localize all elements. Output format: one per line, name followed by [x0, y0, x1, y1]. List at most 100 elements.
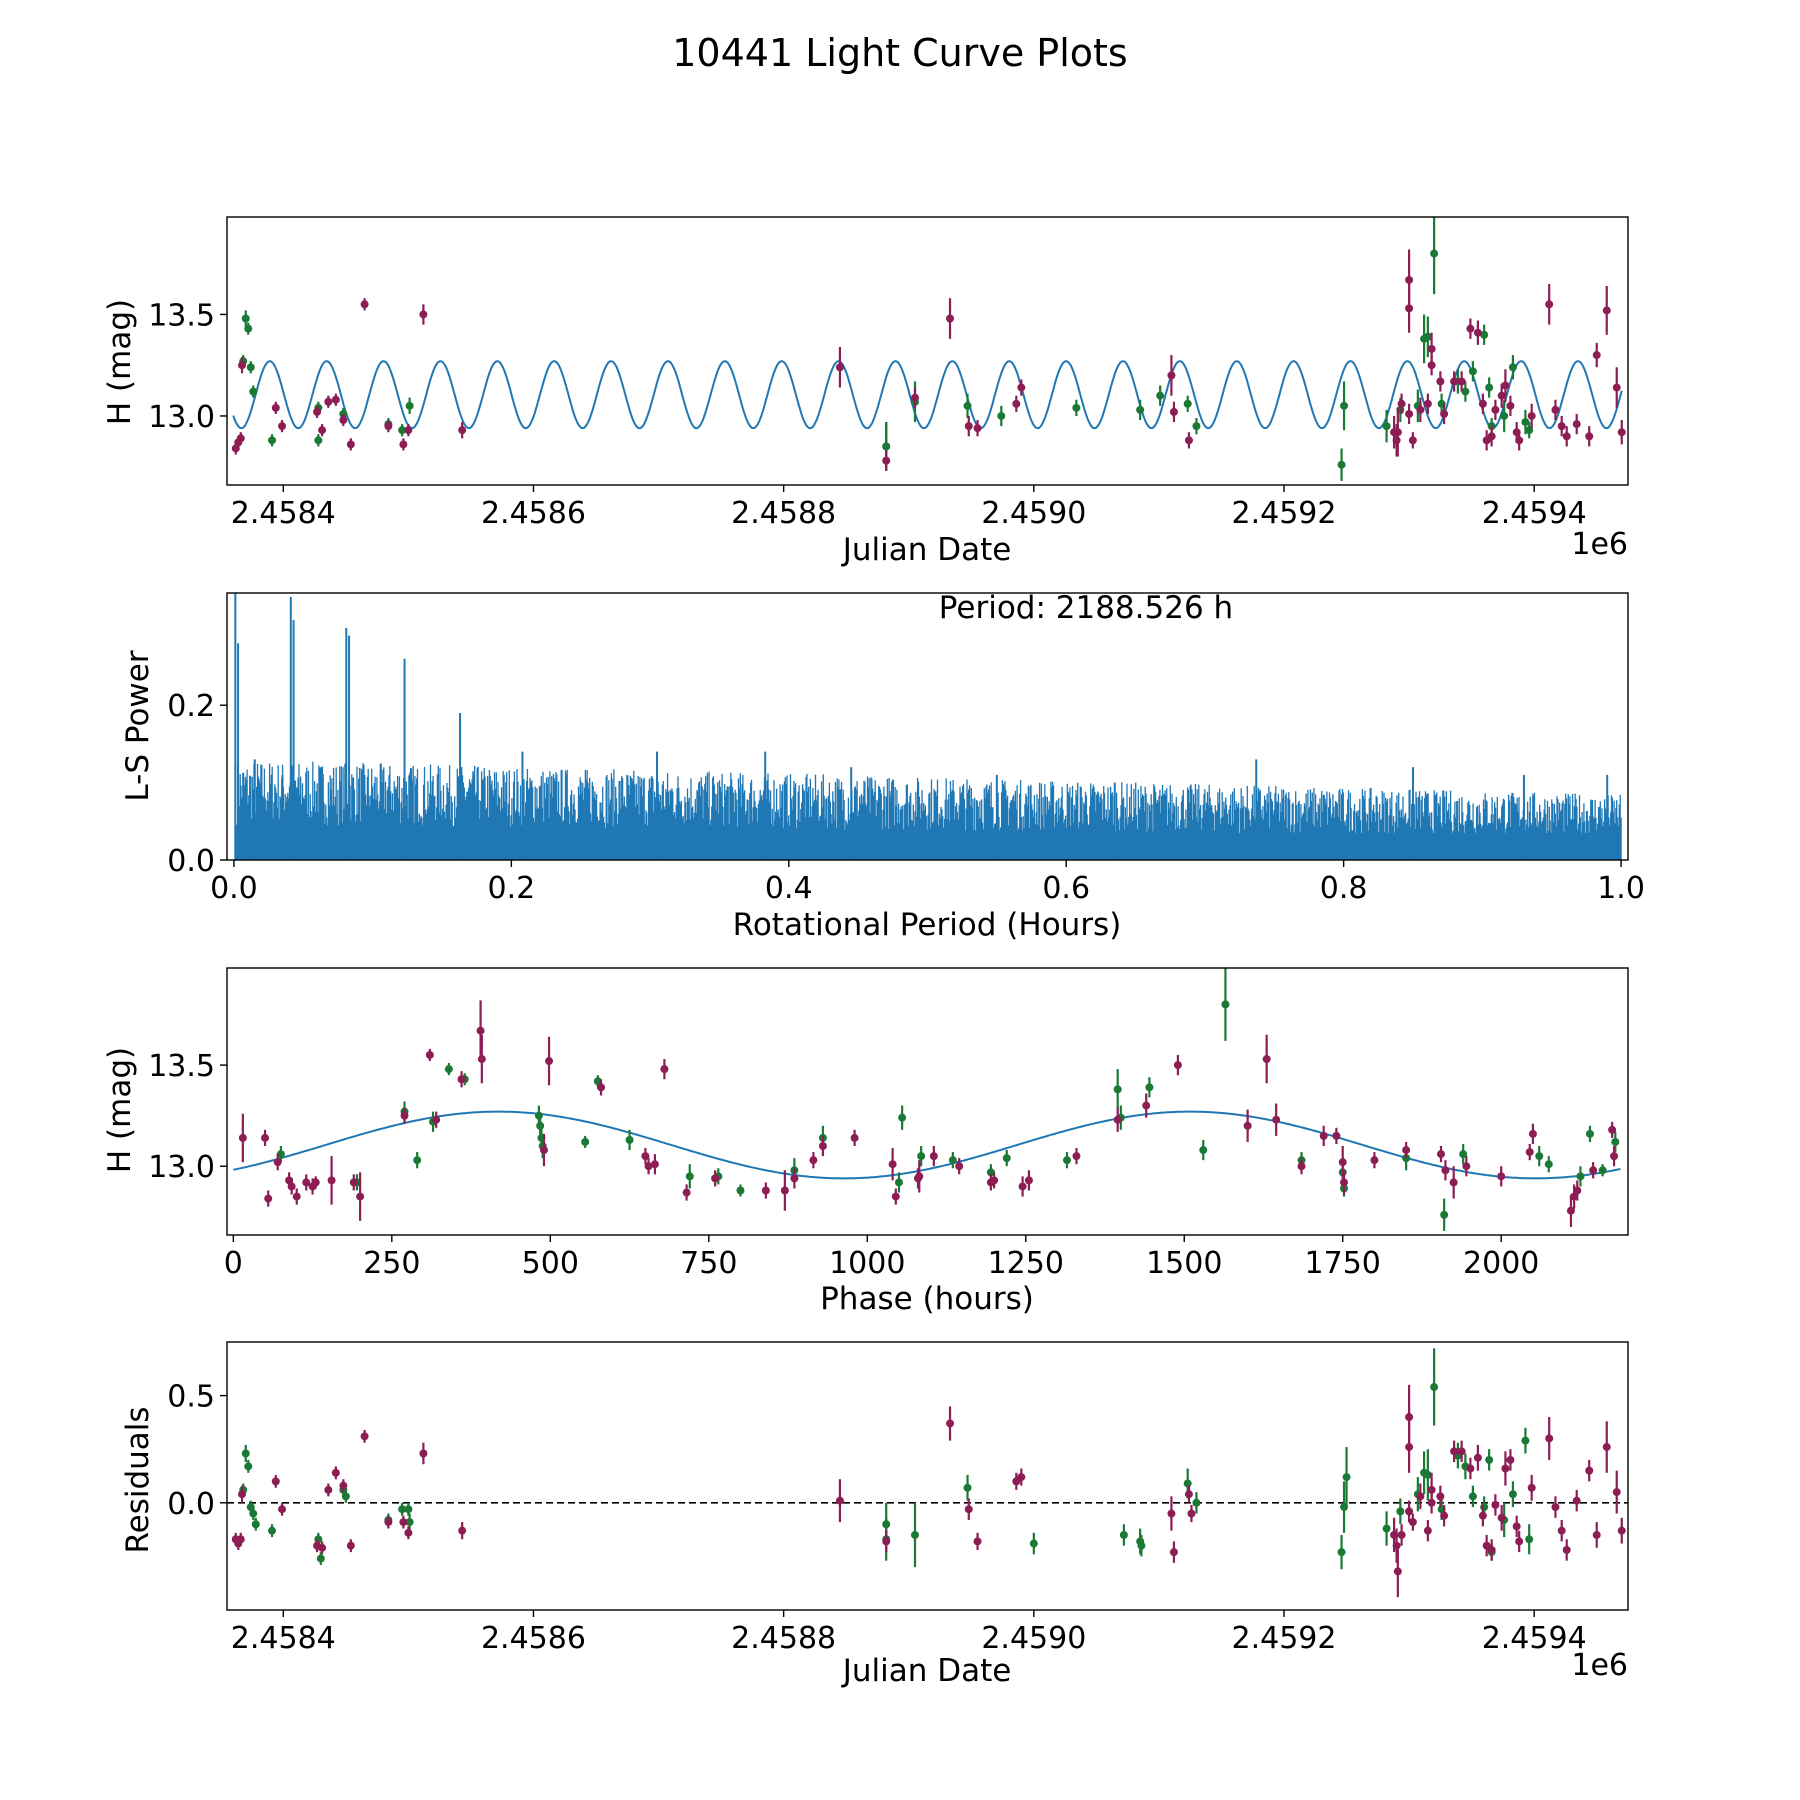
y-tick-label: 0.0 [167, 1487, 215, 1522]
x-tick-label: 500 [522, 1246, 579, 1281]
data-point [458, 426, 467, 435]
data-point [1142, 1101, 1151, 1110]
data-point [1243, 1121, 1252, 1130]
data-point [1427, 1485, 1436, 1494]
data-point [1423, 1470, 1432, 1479]
data-point [1342, 1473, 1351, 1482]
data-point [419, 1449, 428, 1458]
data-point [339, 1481, 348, 1490]
data-point [1018, 1182, 1027, 1191]
data-point [1187, 1509, 1196, 1518]
data-point [818, 1142, 827, 1150]
panel-residuals: Residuals Julian Date 1e6 2.4584 2.4586 2.… [120, 1341, 1629, 1689]
data-point [349, 1178, 358, 1187]
scatter-points [231, 217, 1626, 481]
data-point [1497, 391, 1506, 400]
fit-curve [232, 360, 1623, 430]
data-point [331, 1468, 340, 1477]
data-point [302, 1178, 311, 1187]
y-tick-label: 13.5 [148, 1049, 215, 1084]
data-point [1501, 381, 1510, 390]
data-point [1612, 1488, 1621, 1497]
data-point [1029, 1539, 1038, 1548]
data-point [313, 407, 322, 416]
data-point [1183, 399, 1192, 408]
data-point [261, 1133, 270, 1142]
data-point [1441, 1166, 1450, 1175]
data-point [1585, 432, 1594, 441]
data-point [536, 1121, 545, 1130]
panel-residuals-offset: 1e6 [1571, 1648, 1628, 1683]
data-point [1485, 1455, 1494, 1464]
data-point [1478, 399, 1487, 408]
data-point [384, 422, 393, 431]
data-point [405, 1518, 414, 1527]
data-point [1408, 1518, 1417, 1527]
data-point [973, 1537, 982, 1546]
scatter-points [238, 968, 1620, 1231]
x-tick-label: 0.2 [488, 871, 536, 906]
data-point [1382, 422, 1391, 431]
data-point [1521, 1436, 1530, 1445]
data-point [1487, 1545, 1496, 1554]
data-point [641, 1152, 650, 1161]
data-point [1466, 324, 1475, 333]
data-point [891, 1192, 900, 1201]
data-point [660, 1065, 669, 1074]
data-point [1602, 1443, 1611, 1452]
data-point [405, 401, 414, 410]
x-tick-label: 0.6 [1042, 871, 1090, 906]
data-point [346, 1541, 355, 1550]
panel-lightcurve: H (mag) Julian Date 1e6 2.4584 2.4586 2.45… [102, 216, 1629, 568]
data-point [1468, 367, 1477, 376]
data-point [251, 1520, 260, 1529]
data-point [963, 401, 972, 410]
data-point [910, 1530, 919, 1539]
panel-residuals-ylabel: Residuals [120, 1406, 156, 1553]
data-point [1423, 1526, 1432, 1535]
data-point [1515, 436, 1524, 445]
data-point [244, 324, 253, 333]
panel-lightcurve-offset: 1e6 [1571, 527, 1628, 562]
panel-phased-frame [226, 967, 1629, 1236]
data-point [1072, 1152, 1081, 1161]
data-point [882, 1537, 891, 1546]
data-point [477, 1055, 486, 1064]
data-point [1462, 1162, 1471, 1171]
data-point [1167, 371, 1176, 380]
data-point [597, 1083, 606, 1092]
data-point [1272, 1115, 1281, 1124]
data-point [432, 1115, 441, 1124]
data-point [990, 1176, 999, 1185]
data-point [271, 1477, 280, 1486]
data-point [1566, 1206, 1575, 1215]
data-point [331, 395, 340, 404]
data-point [1617, 1526, 1626, 1535]
data-point [736, 1186, 745, 1195]
data-point [1423, 332, 1432, 341]
data-point [1332, 1131, 1341, 1140]
x-tick-label: 0.8 [1320, 871, 1368, 906]
data-point [1184, 436, 1193, 445]
y-tick-label: 13.5 [148, 298, 215, 333]
data-point [425, 1050, 434, 1059]
data-point [1297, 1162, 1306, 1171]
data-point [278, 422, 287, 431]
data-point [476, 1026, 485, 1035]
data-point [1585, 1466, 1594, 1475]
data-point [356, 1192, 365, 1201]
data-point [1436, 377, 1445, 386]
data-point [650, 1160, 659, 1169]
panel-lightcurve-frame [226, 216, 1629, 486]
data-point [278, 1505, 287, 1514]
data-point [1440, 1511, 1449, 1520]
data-point [545, 1057, 554, 1066]
x-tick-label: 1500 [1146, 1246, 1222, 1281]
data-point [238, 1490, 247, 1499]
data-point [1557, 422, 1566, 431]
data-point [1617, 428, 1626, 437]
data-point [1262, 1055, 1271, 1064]
data-point [711, 1174, 720, 1183]
x-tick-label: 0.0 [210, 871, 258, 906]
